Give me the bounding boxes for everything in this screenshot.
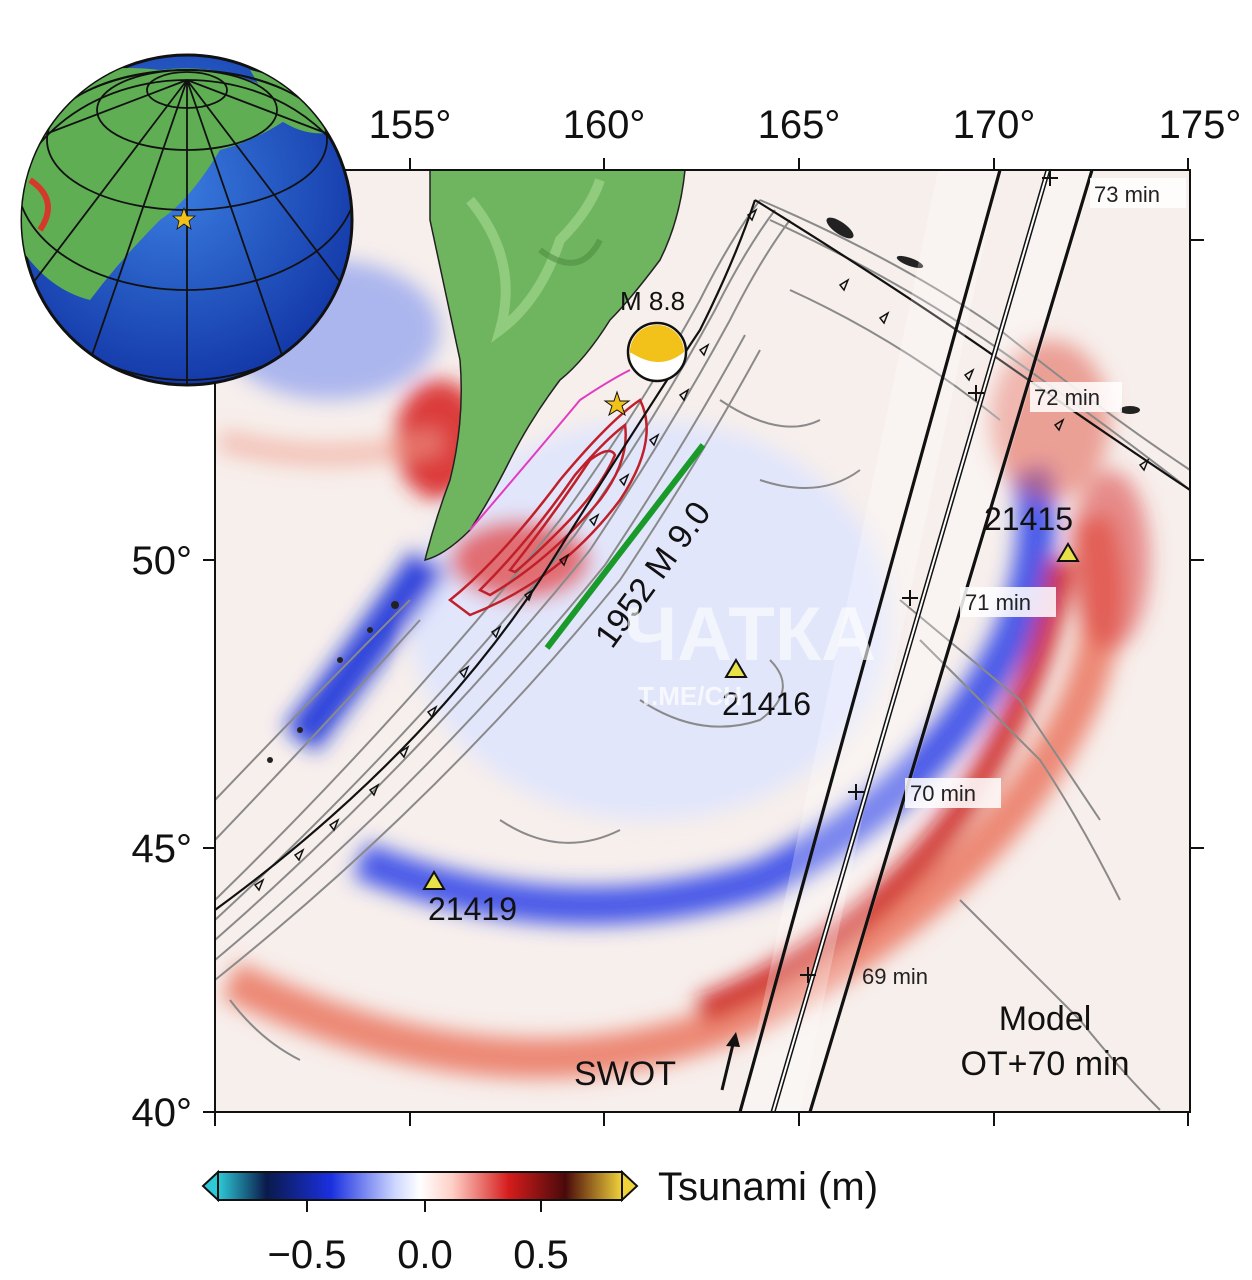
colorbar-tick-zero: 0.0 [397, 1233, 453, 1277]
globe-land-asia [22, 68, 300, 300]
coastal-slip-contours [469, 369, 631, 531]
lon-label-155: 155° [369, 103, 452, 147]
bathymetry-contours [215, 199, 1190, 1111]
swot-label: SWOT [574, 1055, 676, 1093]
latitude-labels: 50° 45° 40° [132, 539, 193, 1135]
time-label-71: 71 min [965, 590, 1031, 615]
lon-label-170: 170° [953, 103, 1036, 147]
time-label-70: 70 min [910, 781, 976, 806]
kamchatka-land [423, 170, 686, 562]
colorbar-tick-pos: 0.5 [513, 1233, 569, 1277]
map-panel: 73 min 72 min 71 min 70 min 69 min SWOT … [215, 170, 1190, 1112]
time-label-73: 73 min [1094, 182, 1160, 207]
colorbar-tick-neg: −0.5 [268, 1233, 347, 1277]
globe-inset [20, 53, 354, 387]
colorbar-high-arrow-icon [621, 1169, 639, 1203]
dart-triangle-icon [422, 870, 446, 890]
epicenter-star-icon [603, 390, 631, 417]
dart-station-21416: 21416 [722, 658, 811, 722]
rupture-1952-line [544, 443, 706, 650]
dart-triangle-icon [1056, 542, 1080, 562]
kuril-kamchatka-trench [215, 199, 757, 911]
dart-station-21415: 21415 [984, 501, 1080, 562]
watermark-subtext: T.ME/CH [638, 681, 742, 711]
islands [267, 217, 1140, 763]
swot-swath [738, 170, 1095, 1112]
globe-epicenter-star-icon [171, 206, 197, 230]
longitude-labels: 155° 160° 165° 170° 175° [369, 103, 1242, 147]
watermark-text: ЧАТКА [624, 592, 876, 677]
colorbar-low-arrow-icon [201, 1169, 219, 1203]
swot-arrow-head [726, 1032, 740, 1047]
lat-label-45: 45° [132, 827, 193, 871]
time-label-72: 72 min [1034, 385, 1100, 410]
colorbar: Tsunami (m) −0.5 0.0 0.5 [201, 1165, 878, 1277]
swot-direction-arrow [720, 1039, 736, 1091]
dart-label: 21416 [722, 686, 811, 722]
slip-contours [447, 398, 648, 617]
globe-graticule [22, 69, 352, 385]
aleutian-trench [754, 199, 1190, 491]
dart-label: 21415 [984, 501, 1073, 537]
land-relief [466, 178, 605, 343]
model-label-line2: OT+70 min [960, 1045, 1129, 1083]
model-label-line1: Model [999, 1000, 1092, 1038]
lon-label-160: 160° [563, 103, 646, 147]
land-ridge [538, 238, 603, 266]
colorbar-title: Tsunami (m) [658, 1165, 878, 1209]
axis-ticks [203, 158, 1204, 1126]
globe-red-region [28, 177, 51, 232]
swot-time-labels: 73 min 72 min 71 min 70 min 69 min [862, 178, 1186, 989]
event-magnitude-label: M 8.8 [620, 286, 685, 316]
time-label-69: 69 min [862, 964, 928, 989]
colorbar-gradient [217, 1171, 623, 1201]
map-frame [214, 169, 1191, 1113]
lon-label-165: 165° [758, 103, 841, 147]
lon-label-175: 175° [1159, 103, 1242, 147]
dart-label: 21419 [428, 891, 517, 927]
focal-mechanism-beachball-icon [626, 321, 688, 383]
lat-label-50: 50° [132, 539, 193, 583]
trench-triangles [253, 208, 1150, 892]
dart-station-21419: 21419 [422, 870, 517, 927]
dart-triangle-icon [724, 658, 748, 678]
lat-label-40: 40° [132, 1091, 193, 1135]
